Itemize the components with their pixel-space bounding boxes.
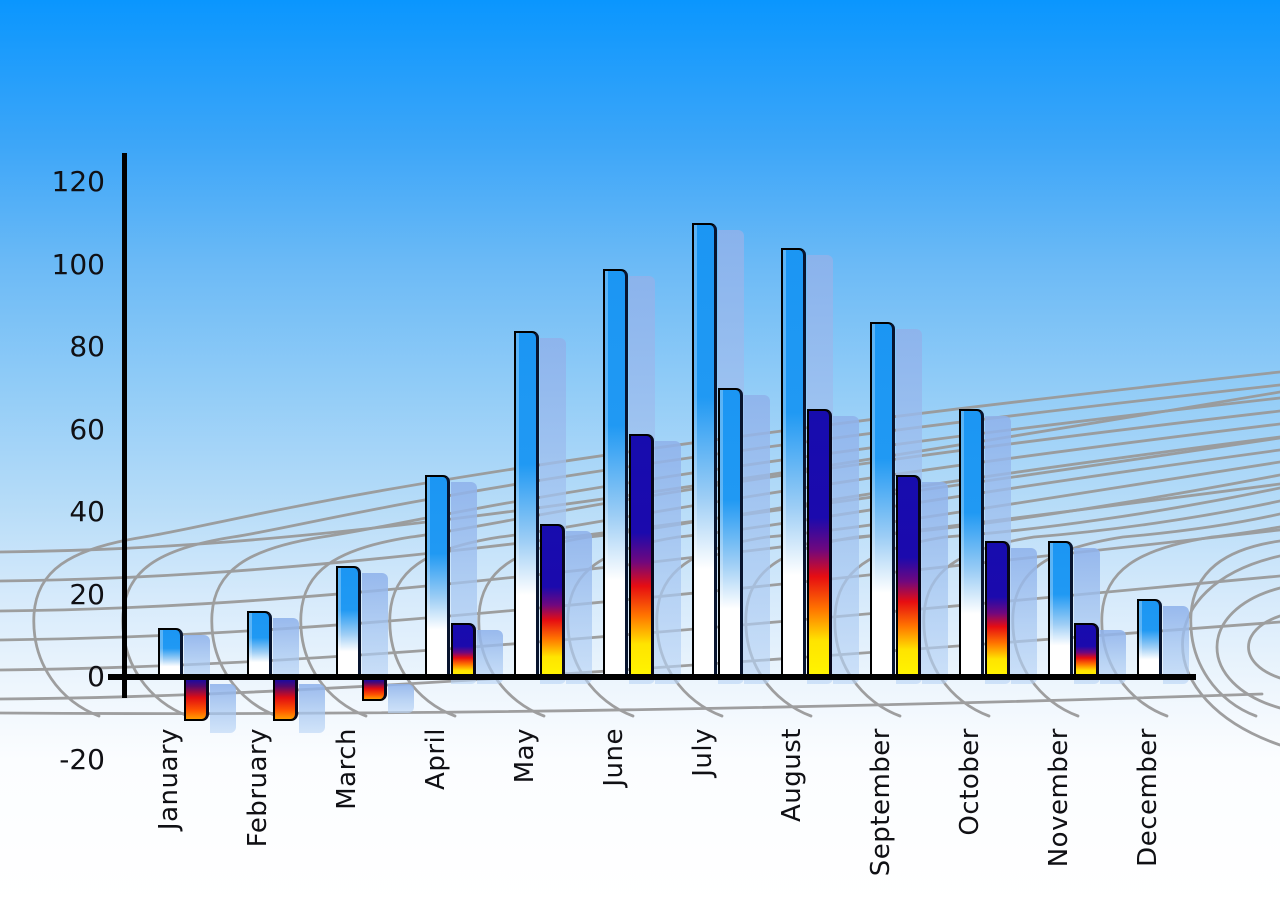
x-axis-month-label-may: May	[509, 728, 540, 784]
bar-august-primary	[781, 248, 806, 678]
bar-february-primary	[247, 611, 272, 678]
bar-june-primary	[603, 268, 628, 678]
bar-shadow-october-secondary	[1011, 547, 1037, 684]
bar-shadow-august-secondary	[833, 415, 859, 684]
bar-november-primary	[1048, 540, 1073, 678]
bar-shadow-january-secondary	[210, 684, 236, 734]
bar-march-secondary	[362, 680, 387, 701]
x-axis-month-label-february: February	[242, 728, 273, 848]
bar-october-secondary	[985, 540, 1010, 678]
bar-shadow-july-secondary	[744, 395, 770, 684]
bar-shadow-december-primary	[1163, 605, 1189, 684]
y-axis-tick-label-100: 100	[51, 247, 105, 281]
bar-november-secondary	[1074, 623, 1099, 678]
y-axis-tick-label-20: 20	[69, 577, 105, 611]
x-axis-month-label-october: October	[954, 728, 985, 836]
bar-january-secondary	[184, 680, 209, 722]
bar-june-secondary	[629, 433, 654, 678]
x-axis-month-label-january: January	[153, 728, 184, 831]
y-axis-tick-label--20: -20	[59, 742, 105, 776]
bar-may-primary	[514, 330, 539, 678]
bar-shadow-may-secondary	[566, 531, 592, 684]
x-axis-month-label-july: July	[687, 728, 718, 777]
bar-shadow-june-secondary	[655, 440, 681, 684]
x-axis-month-label-december: December	[1132, 728, 1163, 867]
y-axis-tick-label-80: 80	[69, 330, 105, 363]
y-axis-tick-label-60: 60	[69, 412, 105, 446]
bar-july-secondary	[718, 388, 743, 678]
bar-september-primary	[870, 322, 895, 678]
bar-shadow-february-secondary	[299, 684, 325, 734]
x-axis-month-label-september: September	[865, 728, 896, 877]
bar-september-secondary	[896, 474, 921, 678]
bar-shadow-february-primary	[273, 618, 299, 684]
bar-july-primary	[692, 223, 717, 678]
x-axis-month-label-march: March	[331, 728, 362, 810]
bar-december-primary	[1137, 598, 1162, 678]
y-axis-tick-label-120: 120	[51, 165, 105, 198]
x-axis-month-label-november: November	[1043, 728, 1074, 868]
bar-may-secondary	[540, 524, 565, 678]
y-axis-tick-label-0: 0	[87, 660, 105, 693]
bar-august-secondary	[807, 408, 832, 678]
y-axis-tick-label-40: 40	[69, 495, 105, 528]
bar-october-primary	[959, 408, 984, 678]
bar-january-primary	[158, 627, 183, 678]
x-axis-month-label-august: August	[776, 728, 807, 822]
bar-february-secondary	[273, 680, 298, 722]
x-axis-baseline	[108, 674, 1196, 680]
y-axis-line	[122, 153, 127, 698]
bar-march-primary	[336, 565, 361, 678]
bar-shadow-september-secondary	[922, 481, 948, 684]
x-axis-month-label-april: April	[420, 728, 451, 790]
bar-april-secondary	[451, 623, 476, 678]
bar-shadow-march-primary	[362, 572, 388, 684]
bar-april-primary	[425, 474, 450, 678]
x-axis-month-label-june: June	[598, 728, 629, 787]
bar-shadow-march-secondary	[388, 684, 414, 713]
